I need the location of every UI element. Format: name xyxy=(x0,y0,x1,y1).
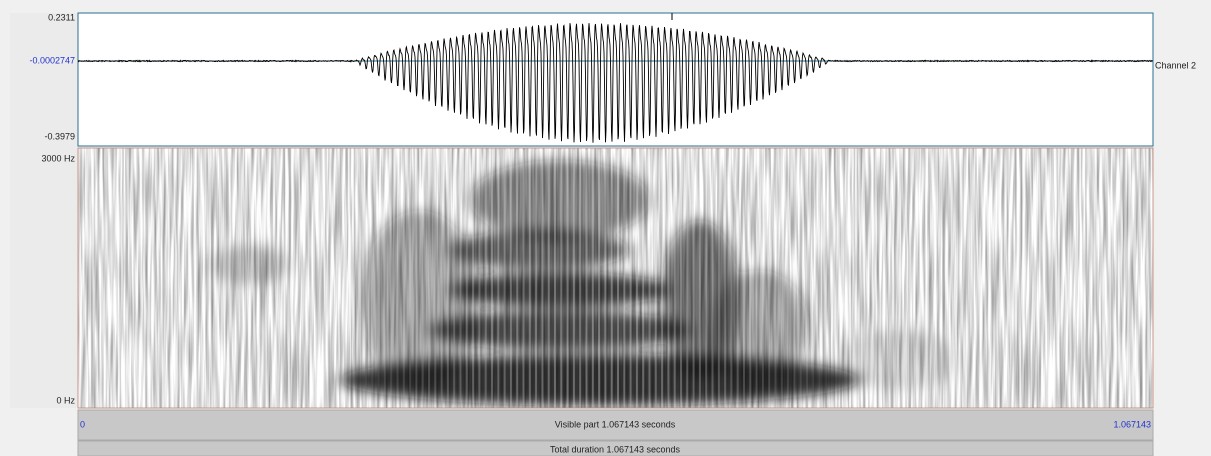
striation xyxy=(611,150,613,408)
striation xyxy=(623,150,625,408)
striation xyxy=(466,150,468,408)
striation xyxy=(579,150,581,408)
striation xyxy=(756,150,758,408)
striation xyxy=(636,150,638,408)
striation xyxy=(573,150,575,408)
channel-label: Channel 2 xyxy=(1155,60,1196,70)
striation xyxy=(516,150,518,408)
striation xyxy=(793,150,795,408)
spec-bottom-label: 0 Hz xyxy=(56,395,75,405)
striation xyxy=(806,150,808,408)
wave-min-label: -0.3979 xyxy=(44,131,75,141)
striation xyxy=(586,150,588,408)
striation xyxy=(403,150,405,408)
striation xyxy=(724,150,726,408)
striation xyxy=(560,150,562,408)
striation xyxy=(737,150,739,408)
striation xyxy=(661,150,663,408)
striation xyxy=(472,150,474,408)
striation xyxy=(642,150,644,408)
striation xyxy=(762,150,764,408)
striation xyxy=(365,150,367,408)
energy-blob xyxy=(470,160,650,240)
striation xyxy=(441,150,443,408)
striation xyxy=(390,150,392,408)
striation xyxy=(825,150,827,408)
striation xyxy=(787,150,789,408)
striation xyxy=(415,150,417,408)
striation xyxy=(453,150,455,408)
striation xyxy=(409,150,411,408)
striation xyxy=(699,150,701,408)
striation xyxy=(819,150,821,408)
striation xyxy=(812,150,814,408)
striation xyxy=(504,150,506,408)
striation xyxy=(384,150,386,408)
striation xyxy=(491,150,493,408)
striation xyxy=(485,150,487,408)
spectrogram xyxy=(78,148,1153,408)
striation xyxy=(497,150,499,408)
striation xyxy=(667,150,669,408)
striation xyxy=(447,150,449,408)
striation xyxy=(529,150,531,408)
striation xyxy=(371,150,373,408)
striation xyxy=(478,150,480,408)
striation xyxy=(768,150,770,408)
visible-part-label: Visible part 1.067143 seconds xyxy=(555,419,676,429)
striation xyxy=(598,150,600,408)
striation xyxy=(617,150,619,408)
striation xyxy=(775,150,777,408)
striation xyxy=(680,150,682,408)
striation xyxy=(718,150,720,408)
spec-top-label: 3000 Hz xyxy=(41,153,75,163)
striation xyxy=(548,150,550,408)
end-time-label: 1.067143 xyxy=(1113,419,1151,429)
striation xyxy=(510,150,512,408)
striation xyxy=(541,150,543,408)
striation xyxy=(630,150,632,408)
left-margin xyxy=(10,13,78,408)
total-duration-label: Total duration 1.067143 seconds xyxy=(550,444,681,454)
striation xyxy=(592,150,594,408)
striation xyxy=(535,150,537,408)
start-time-label: 0 xyxy=(80,419,85,429)
striation xyxy=(604,150,606,408)
wave-center-label: -0.0002747 xyxy=(29,55,75,65)
striation xyxy=(686,150,688,408)
striation xyxy=(554,150,556,408)
striation xyxy=(693,150,695,408)
striation xyxy=(749,150,751,408)
energy-blob xyxy=(840,330,960,390)
striation xyxy=(422,150,424,408)
striation xyxy=(674,150,676,408)
striation xyxy=(730,150,732,408)
striation xyxy=(567,150,569,408)
striation xyxy=(523,150,525,408)
striation xyxy=(743,150,745,408)
striation xyxy=(428,150,430,408)
striation xyxy=(649,150,651,408)
striation xyxy=(655,150,657,408)
striation xyxy=(800,150,802,408)
striation xyxy=(705,150,707,408)
waveform-panel xyxy=(78,13,1153,146)
striation xyxy=(378,150,380,408)
striation xyxy=(460,150,462,408)
striation xyxy=(781,150,783,408)
striation xyxy=(397,150,399,408)
praat-sound-editor: 0.2311 -0.0002747 -0.3979 Channel 2 3000… xyxy=(0,0,1211,456)
striation xyxy=(434,150,436,408)
wave-max-label: 0.2311 xyxy=(48,12,75,22)
energy-blob xyxy=(210,245,290,285)
striation xyxy=(712,150,714,408)
